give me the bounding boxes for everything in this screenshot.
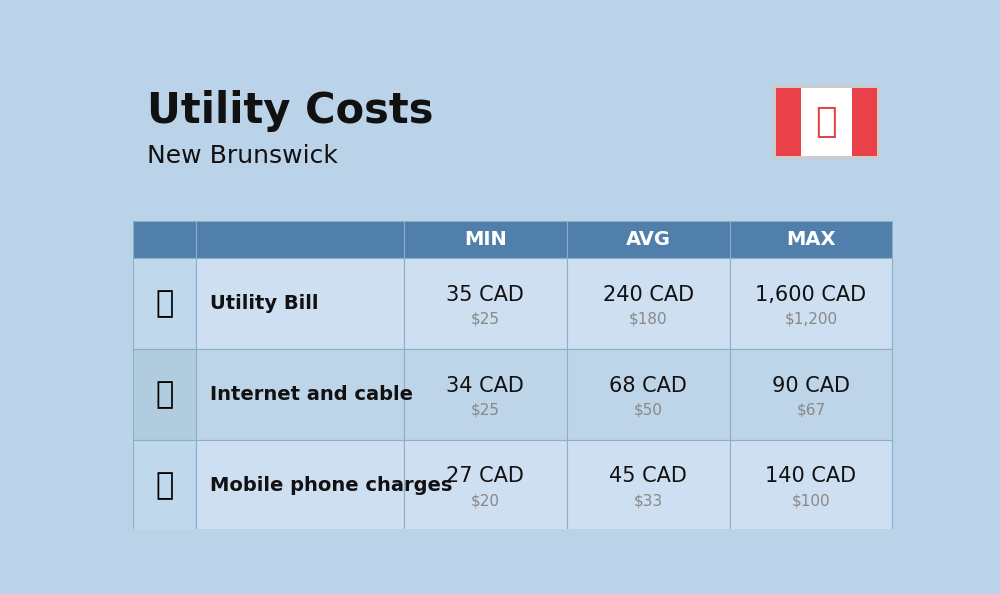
Text: 🔧: 🔧 [155, 289, 174, 318]
Bar [730, 440, 892, 531]
Text: 📶: 📶 [155, 380, 174, 409]
Bar [196, 440, 404, 531]
Text: 🍁: 🍁 [816, 105, 837, 139]
Bar [801, 89, 852, 156]
Text: MIN: MIN [464, 230, 507, 249]
Text: 240 CAD: 240 CAD [603, 285, 694, 305]
Text: Utility Costs: Utility Costs [147, 90, 433, 132]
Bar [730, 222, 892, 258]
Text: $100: $100 [792, 494, 830, 508]
Text: 90 CAD: 90 CAD [772, 375, 850, 396]
Text: $33: $33 [634, 494, 663, 508]
Bar [133, 349, 196, 440]
Bar [404, 258, 567, 349]
Text: AVG: AVG [626, 230, 671, 249]
Bar [404, 222, 567, 258]
Bar [133, 222, 196, 258]
Text: $180: $180 [629, 312, 667, 327]
Bar [196, 349, 404, 440]
Bar [567, 440, 730, 531]
Bar [730, 349, 892, 440]
Text: 140 CAD: 140 CAD [765, 466, 856, 486]
Text: Utility Bill: Utility Bill [210, 294, 319, 313]
Bar [133, 440, 196, 531]
Text: $1,200: $1,200 [784, 312, 837, 327]
Bar [133, 258, 196, 349]
FancyBboxPatch shape [773, 85, 880, 159]
Text: Mobile phone charges: Mobile phone charges [210, 476, 453, 495]
Text: 45 CAD: 45 CAD [609, 466, 687, 486]
Bar [567, 258, 730, 349]
Text: 27 CAD: 27 CAD [446, 466, 524, 486]
Text: 📱: 📱 [155, 471, 174, 500]
Text: $50: $50 [634, 403, 663, 418]
Text: 68 CAD: 68 CAD [609, 375, 687, 396]
Bar [404, 440, 567, 531]
Text: $20: $20 [471, 494, 500, 508]
Bar [404, 349, 567, 440]
Bar [567, 349, 730, 440]
Text: $25: $25 [471, 403, 500, 418]
Bar [196, 258, 404, 349]
Bar [196, 222, 404, 258]
Text: 34 CAD: 34 CAD [446, 375, 524, 396]
Bar [730, 258, 892, 349]
Text: 35 CAD: 35 CAD [446, 285, 524, 305]
Bar [852, 89, 877, 156]
Text: New Brunswick: New Brunswick [147, 144, 338, 168]
Text: Internet and cable: Internet and cable [210, 385, 413, 404]
Text: $25: $25 [471, 312, 500, 327]
Text: MAX: MAX [786, 230, 836, 249]
Bar [567, 222, 730, 258]
Bar [776, 89, 801, 156]
Text: 1,600 CAD: 1,600 CAD [755, 285, 866, 305]
Text: $67: $67 [796, 403, 825, 418]
